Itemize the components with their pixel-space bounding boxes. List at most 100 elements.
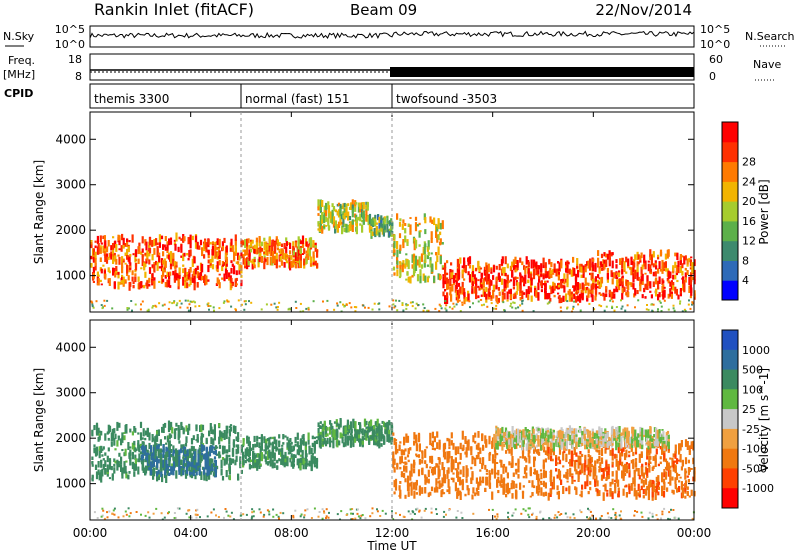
- scatter-cell: [589, 433, 592, 437]
- scatter-cell: [633, 262, 636, 268]
- scatter-cell: [240, 239, 243, 248]
- scatter-cell: [258, 453, 261, 462]
- scatter-cell: [451, 272, 454, 279]
- scatter-cell: [497, 490, 500, 494]
- scatter-cell: [365, 210, 368, 216]
- scatter-cell: [126, 255, 129, 260]
- scatter-cell: [584, 277, 587, 286]
- scatter-cell: [170, 449, 173, 454]
- scatter-cell: [461, 281, 464, 289]
- scatter-cell: [90, 255, 93, 260]
- scatter-cell: [189, 300, 192, 303]
- scatter-cell: [621, 257, 624, 262]
- scatter-cell: [269, 253, 272, 256]
- scatter-cell: [182, 276, 185, 286]
- scatter-cell: [168, 472, 171, 476]
- scatter-cell: [630, 447, 633, 452]
- scatter-cell: [589, 455, 592, 462]
- scatter-cell: [100, 460, 103, 468]
- scatter-cell: [600, 267, 604, 271]
- scatter-cell: [689, 279, 692, 289]
- scatter-cell: [299, 302, 302, 305]
- scatter-cell: [584, 454, 587, 461]
- scatter-cell: [268, 437, 271, 444]
- scatter-cell: [604, 483, 607, 492]
- scatter-cell: [418, 256, 421, 265]
- scatter-cell: [523, 456, 527, 461]
- scatter-cell: [511, 480, 514, 484]
- scatter-cell: [161, 473, 164, 483]
- scatter-cell: [657, 443, 660, 447]
- scatter-cell: [615, 271, 618, 279]
- scatter-cell: [618, 270, 621, 277]
- scatter-cell: [574, 278, 578, 285]
- scatter-cell: [396, 449, 399, 454]
- scatter-cell: [229, 247, 232, 252]
- scatter-cell: [307, 432, 310, 440]
- scatter-cell: [319, 221, 322, 230]
- scatter-cell: [242, 257, 245, 265]
- scatter-cell: [658, 280, 661, 284]
- scatter-cell: [475, 291, 478, 300]
- scatter-cell: [290, 461, 293, 467]
- scatter-cell: [450, 294, 453, 302]
- scatter-cell: [192, 446, 195, 455]
- scatter-cell: [441, 489, 444, 495]
- scatter-cell: [327, 225, 331, 231]
- scatter-cell: [669, 465, 672, 469]
- scatter-cell: [405, 462, 408, 465]
- scatter-cell: [344, 434, 347, 439]
- scatter-cell: [575, 459, 578, 463]
- scatter-cell: [492, 284, 496, 291]
- scatter-cell: [679, 291, 682, 294]
- scatter-cell: [690, 441, 693, 445]
- scatter-cell: [140, 267, 143, 270]
- scatter-cell: [529, 468, 532, 475]
- scatter-cell: [134, 249, 138, 257]
- scatter-cell: [98, 430, 101, 433]
- scatter-cell: [493, 471, 497, 479]
- scatter-cell: [389, 220, 392, 227]
- scatter-cell: [514, 307, 517, 310]
- scatter-cell: [445, 309, 448, 312]
- scatter-cell: [124, 262, 127, 265]
- scatter-cell: [584, 264, 587, 268]
- scatter-cell: [587, 453, 590, 458]
- scatter-cell: [429, 257, 432, 262]
- freq-tick-bottom: 8: [75, 70, 82, 83]
- scatter-cell: [577, 462, 580, 469]
- scatter-cell: [550, 469, 553, 478]
- scatter-cell: [99, 257, 102, 262]
- scatter-cell: [611, 492, 614, 500]
- nave-label: Nave: [753, 58, 781, 71]
- scatter-cell: [166, 244, 169, 251]
- scatter-cell: [323, 210, 326, 213]
- scatter-cell: [400, 455, 403, 464]
- scatter-cell: [168, 301, 171, 304]
- scatter-cell: [550, 274, 553, 278]
- scatter-cell: [228, 277, 231, 280]
- scatter-cell: [573, 435, 576, 443]
- scatter-cell: [584, 266, 587, 273]
- scatter-cell: [341, 437, 344, 441]
- scatter-cell: [211, 255, 214, 261]
- scatter-cell: [535, 433, 538, 439]
- scatter-cell: [215, 283, 218, 286]
- scatter-cell: [162, 465, 165, 467]
- scatter-cell: [547, 434, 550, 443]
- scatter-cell: [609, 481, 612, 487]
- scatter-cell: [235, 448, 238, 455]
- scatter-cell: [646, 468, 649, 477]
- scatter-cell: [598, 277, 601, 280]
- scatter-cell: [655, 482, 658, 487]
- scatter-cell: [121, 432, 124, 440]
- scatter-cell: [307, 306, 310, 309]
- scatter-cell: [634, 275, 637, 279]
- scatter-cell: [657, 308, 659, 311]
- scatter-cell: [196, 271, 199, 279]
- scatter-cell: [198, 465, 201, 468]
- scatter-cell: [557, 269, 560, 275]
- scatter-cell: [191, 235, 194, 241]
- scatter-cell: [200, 444, 204, 452]
- scatter-cell: [678, 480, 681, 483]
